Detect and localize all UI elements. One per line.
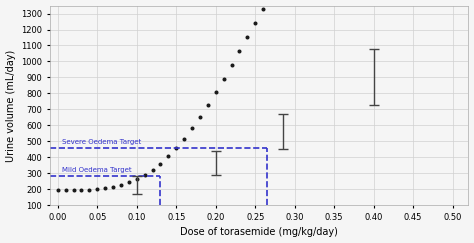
- Y-axis label: Urine volume (mL/day): Urine volume (mL/day): [6, 49, 16, 162]
- Text: Severe Oedema Target: Severe Oedema Target: [62, 139, 141, 145]
- X-axis label: Dose of torasemide (mg/kg/day): Dose of torasemide (mg/kg/day): [180, 227, 338, 237]
- Text: Mild Oedema Target: Mild Oedema Target: [62, 167, 131, 173]
